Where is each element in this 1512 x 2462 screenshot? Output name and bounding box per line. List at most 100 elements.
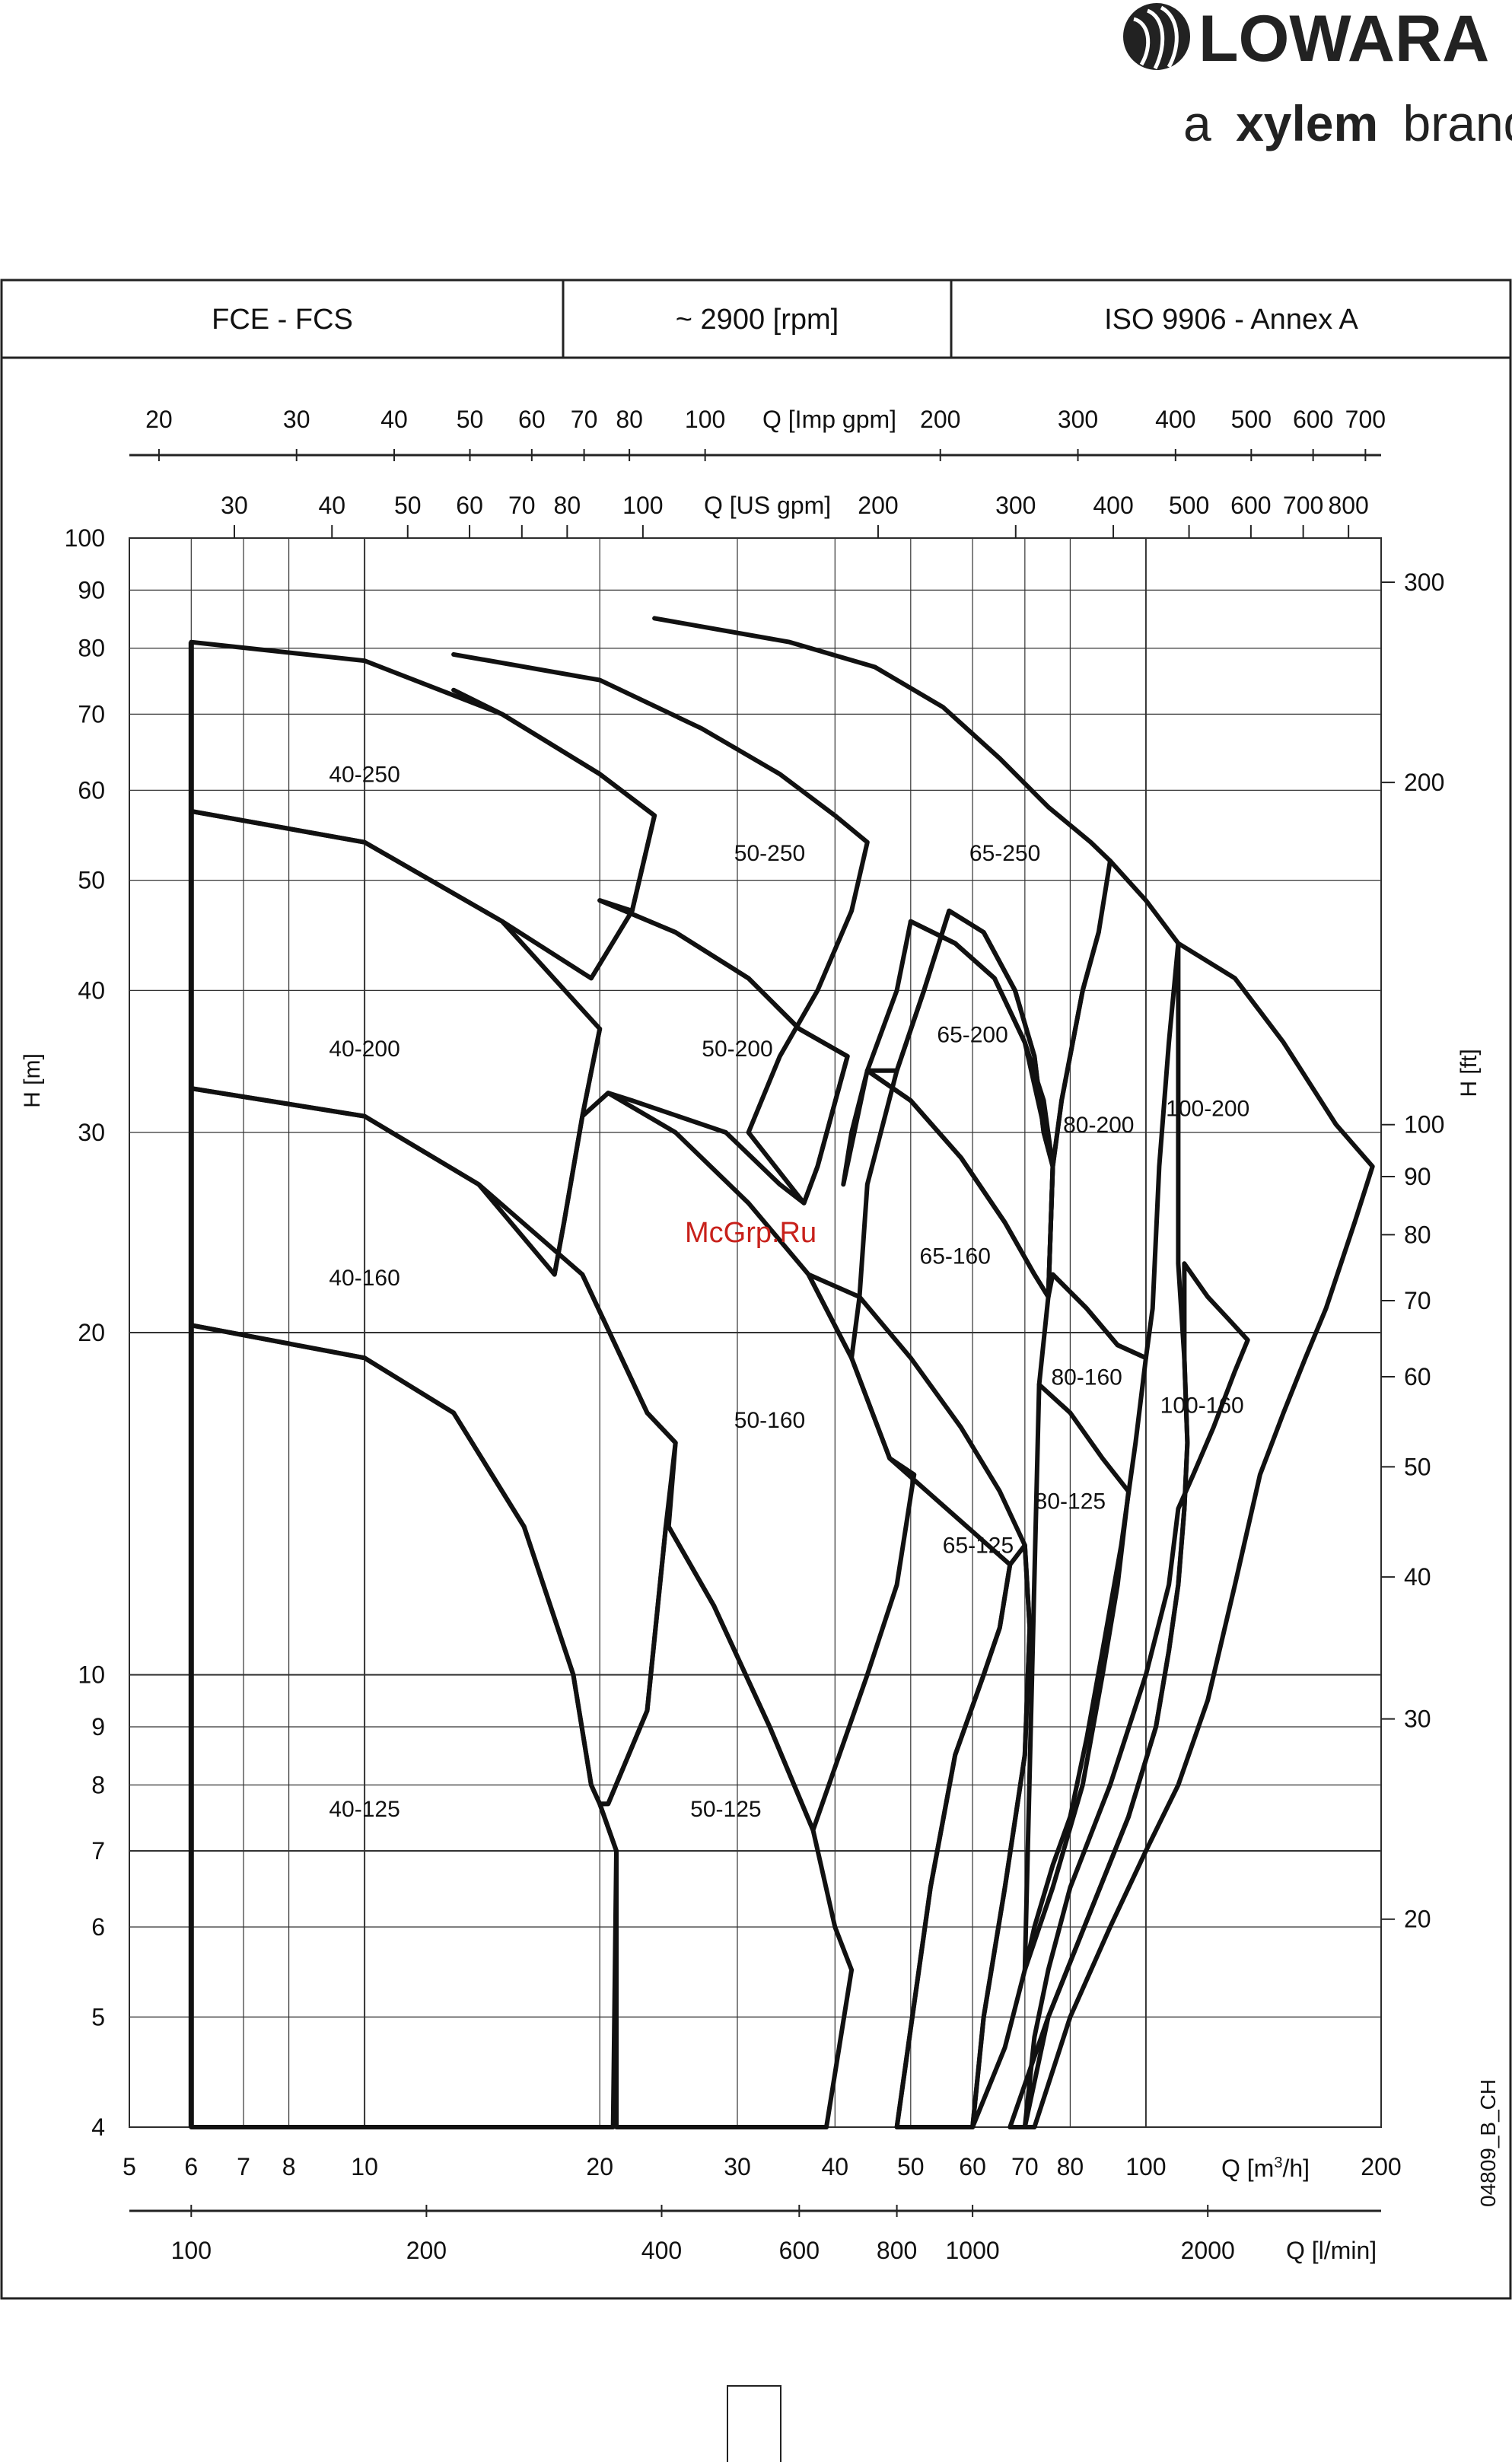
imp-tick-label: 60 — [518, 406, 546, 433]
ft-tick-label: 90 — [1404, 1163, 1431, 1190]
us-tick-label: 600 — [1230, 492, 1271, 519]
label-65-160: 65-160 — [920, 1244, 991, 1269]
us-tick-label: 30 — [221, 492, 248, 519]
curve-65-160 — [806, 908, 1055, 1361]
lowara-logo: LOWARA a xylem brand — [1123, 2, 1512, 151]
label-65-250: 65-250 — [969, 841, 1040, 866]
y-tick-label: 6 — [91, 1913, 105, 1941]
label-65-125: 65-125 — [943, 1533, 1014, 1558]
imp-tick-label: 50 — [457, 406, 484, 433]
ft-tick-label: 80 — [1404, 1221, 1431, 1248]
label-40-200: 40-200 — [329, 1037, 399, 1062]
us-tick-label: 400 — [1093, 492, 1133, 519]
lmin-tick-label: 1000 — [946, 2237, 1000, 2264]
label-40-160: 40-160 — [329, 1266, 399, 1291]
y-tick-label: 4 — [91, 2113, 105, 2141]
ft-tick-label: 50 — [1404, 1453, 1431, 1480]
x-axis-title-m3h: Q [m3/h] — [1221, 2155, 1310, 2182]
ft-tick-label: 60 — [1404, 1363, 1431, 1390]
ft-tick-label: 70 — [1404, 1287, 1431, 1314]
imp-tick-label: 70 — [571, 406, 598, 433]
ft-tick-label: 30 — [1404, 1706, 1431, 1733]
brand-name: LOWARA — [1198, 2, 1489, 75]
curve-100-160 — [1022, 1261, 1250, 2129]
x-axis-title-lmin: Q [l/min] — [1286, 2237, 1377, 2264]
imp-tick-label: 600 — [1293, 406, 1333, 433]
curve-labels: 40-125 40-160 40-200 40-250 50-125 50-160 50-2… — [329, 763, 1249, 1823]
lmin-tick-label: 400 — [641, 2237, 682, 2264]
label-50-200: 50-200 — [702, 1037, 772, 1062]
curve-40-250 — [189, 639, 657, 981]
x-tick-label: 60 — [959, 2153, 986, 2180]
curve-65-250 — [652, 616, 1113, 1169]
imp-tick-label: 200 — [920, 406, 960, 433]
curve-80-200 — [1046, 858, 1181, 1361]
us-tick-label: 500 — [1169, 492, 1209, 519]
us-tick-label: 50 — [394, 492, 422, 519]
x-tick-label: 6 — [184, 2153, 198, 2180]
y-tick-label: 9 — [91, 1713, 105, 1741]
us-tick-label: 200 — [858, 492, 898, 519]
label-80-125: 80-125 — [1035, 1489, 1106, 1514]
y-tick-label: 60 — [78, 776, 105, 804]
x-tick-label: 40 — [821, 2153, 848, 2180]
y-tick-label: 10 — [78, 1661, 105, 1689]
us-tick-label: 60 — [456, 492, 483, 519]
x-axis-title-imp: Q [Imp gpm] — [762, 406, 896, 433]
imp-tick-label: 30 — [283, 406, 310, 433]
curve-50-250 — [451, 651, 870, 1206]
pump-curves — [188, 616, 1375, 2129]
us-tick-label: 80 — [554, 492, 581, 519]
x-tick-label: 50 — [897, 2153, 925, 2180]
y-tick-label: 40 — [78, 976, 105, 1004]
y-tick-label: 20 — [78, 1319, 105, 1346]
page-number-box — [727, 2385, 781, 2462]
x-tick-label: 20 — [586, 2153, 613, 2180]
x-tick-label: 100 — [1125, 2153, 1166, 2180]
x-tick-label: 7 — [237, 2153, 250, 2180]
label-50-160: 50-160 — [734, 1408, 805, 1433]
y-tick-label: 100 — [65, 524, 105, 552]
label-100-160: 100-160 — [1160, 1393, 1244, 1418]
imp-tick-label: 80 — [616, 406, 643, 433]
ft-tick-label: 40 — [1404, 1563, 1431, 1591]
curve-65-125 — [849, 1295, 1033, 2129]
y-tick-label: 50 — [78, 867, 105, 894]
lmin-tick-label: 100 — [171, 2237, 212, 2264]
imp-tick-label: 20 — [145, 406, 173, 433]
imp-tick-label: 500 — [1231, 406, 1272, 433]
drawing-code: 04809_B_CH — [1476, 2079, 1500, 2207]
curve-50-160 — [580, 1091, 917, 1833]
svg-text:a xylem brand: a xylem brand — [1183, 95, 1512, 151]
ft-tick-label: 300 — [1404, 569, 1444, 596]
imp-tick-label: 300 — [1058, 406, 1098, 433]
imp-tick-label: 100 — [685, 406, 725, 433]
us-tick-label: 800 — [1328, 492, 1368, 519]
lmin-tick-label: 200 — [406, 2237, 447, 2264]
y-tick-label: 70 — [78, 700, 105, 728]
us-tick-label: 100 — [622, 492, 663, 519]
sheet-frame — [0, 279, 1512, 2300]
label-40-125: 40-125 — [329, 1797, 399, 1822]
label-100-200: 100-200 — [1166, 1097, 1249, 1122]
chart-axes: 5 6 7 8 10 20 30 40 50 60 70 80 100 20045678910203040… — [65, 406, 1445, 2264]
y-axis-title-m: H [m] — [20, 1053, 45, 1108]
imp-tick-label: 700 — [1345, 406, 1386, 433]
curve-40-125 — [189, 1323, 619, 2129]
us-tick-label: 70 — [508, 492, 536, 519]
lmin-tick-label: 2000 — [1181, 2237, 1235, 2264]
ft-tick-label: 200 — [1404, 769, 1444, 796]
x-axis-title-us: Q [US gpm] — [704, 492, 831, 519]
ft-tick-label: 20 — [1404, 1906, 1431, 1933]
label-65-200: 65-200 — [937, 1023, 1007, 1048]
us-tick-label: 700 — [1283, 492, 1323, 519]
imp-tick-label: 40 — [380, 406, 408, 433]
ft-tick-label: 100 — [1404, 1111, 1444, 1139]
header-speed: ~ 2900 [rpm] — [676, 304, 839, 336]
x-tick-label: 5 — [123, 2153, 136, 2180]
y-axis-title-ft: H [ft] — [1456, 1049, 1482, 1097]
header-series: FCE - FCS — [212, 304, 353, 336]
y-tick-label: 30 — [78, 1119, 105, 1146]
x-tick-label: 80 — [1057, 2153, 1084, 2180]
